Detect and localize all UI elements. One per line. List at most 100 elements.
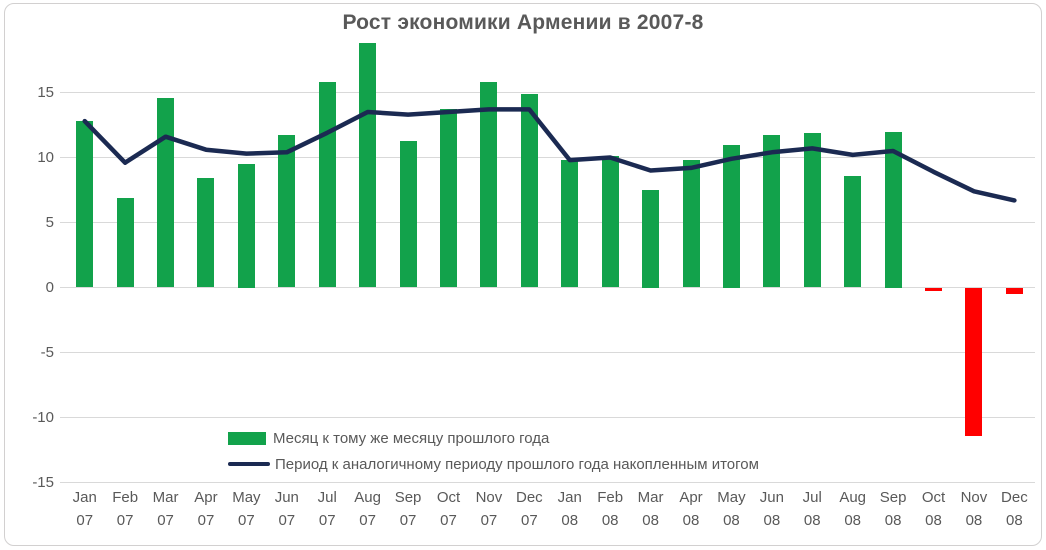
x-tick-label-may-07: May 07 <box>225 486 267 532</box>
bar-mar-08 <box>642 190 660 288</box>
x-tick-label-mar-08: Mar 08 <box>630 486 672 532</box>
x-tick-year: 07 <box>359 512 376 529</box>
x-tick-month: Sep <box>394 489 422 506</box>
bar-dec-08 <box>1005 287 1023 294</box>
legend-row-monthly: Месяц к тому же месяцу прошлого года <box>228 425 759 451</box>
legend: Месяц к тому же месяцу прошлого года Пер… <box>228 425 759 477</box>
x-tick-year: 08 <box>763 512 781 529</box>
bar-apr-08 <box>682 160 700 288</box>
x-tick-label-apr-07: Apr 07 <box>185 486 227 532</box>
x-tick-label-jan-08: Jan 08 <box>549 486 591 532</box>
x-tick-month: Aug <box>839 489 867 506</box>
x-tick-label-oct-07: Oct 07 <box>427 486 469 532</box>
x-tick-label-jul-07: Jul 07 <box>306 486 348 532</box>
x-tick-year: 08 <box>561 512 579 529</box>
x-tick-year: 08 <box>965 512 983 529</box>
bar-oct-08 <box>925 287 943 292</box>
x-tick-year: 07 <box>520 512 538 529</box>
x-tick-month: Jan <box>72 489 97 506</box>
y-tick-label-5: 5 <box>45 213 54 231</box>
x-tick-label-jun-08: Jun 08 <box>751 486 793 532</box>
x-tick-month: Mar <box>152 489 179 506</box>
bar-jan-07 <box>76 121 94 288</box>
x-tick-year: 08 <box>723 512 740 529</box>
x-tick-month: Feb <box>597 489 624 506</box>
x-tick-label-aug-08: Aug 08 <box>832 486 874 532</box>
bar-nov-07 <box>480 82 498 288</box>
legend-row-cumulative: Период к аналогичному периоду прошлого г… <box>228 451 759 477</box>
bar-jan-08 <box>561 160 579 288</box>
x-tick-year: 08 <box>601 512 619 529</box>
x-tick-year: 08 <box>1006 512 1023 529</box>
legend-bar-swatch <box>228 431 266 445</box>
x-tick-label-nov-08: Nov 08 <box>953 486 995 532</box>
x-tick-month: Jul <box>802 489 822 506</box>
x-tick-month: Apr <box>679 489 703 506</box>
x-tick-label-dec-08: Dec 08 <box>993 486 1035 532</box>
x-tick-year: 07 <box>318 512 336 529</box>
bar-jun-07 <box>278 135 296 288</box>
chart-title: Рост экономики Армении в 2007-8 <box>342 11 704 34</box>
x-tick-label-feb-07: Feb 07 <box>104 486 146 532</box>
x-tick-label-jun-07: Jun 07 <box>266 486 308 532</box>
x-tick-month: Nov <box>475 489 503 506</box>
bar-jun-08 <box>763 135 781 288</box>
x-tick-month: Dec <box>1001 489 1028 506</box>
x-tick-month: Jan <box>557 489 582 506</box>
bar-may-07 <box>237 164 255 288</box>
bar-aug-07 <box>359 43 377 288</box>
x-tick-month: Oct <box>921 489 946 506</box>
bar-apr-07 <box>197 178 215 288</box>
x-tick-year: 07 <box>76 512 94 529</box>
x-tick-year: 08 <box>642 512 659 529</box>
bar-dec-07 <box>520 93 538 288</box>
bar-nov-08 <box>965 287 983 436</box>
bar-may-08 <box>722 144 740 288</box>
y-tick-label-15: 15 <box>37 83 54 101</box>
x-tick-year: 07 <box>480 512 498 529</box>
bar-feb-08 <box>601 156 619 288</box>
x-tick-label-jan-07: Jan 07 <box>64 486 106 532</box>
x-tick-month: Nov <box>960 489 988 506</box>
x-tick-year: 08 <box>682 512 700 529</box>
y-tick-label--15: -15 <box>32 473 54 491</box>
x-tick-month: May <box>232 489 261 506</box>
gridline-10 <box>60 157 1035 158</box>
bar-feb-07 <box>116 197 134 288</box>
legend-label-monthly: Месяц к тому же месяцу прошлого года <box>273 429 550 447</box>
y-tick-label--5: -5 <box>40 343 54 361</box>
x-tick-label-apr-08: Apr 08 <box>670 486 712 532</box>
bar-mar-07 <box>157 97 175 288</box>
x-tick-year: 08 <box>884 512 902 529</box>
x-tick-label-aug-07: Aug 07 <box>347 486 389 532</box>
x-tick-year: 08 <box>803 512 821 529</box>
y-tick-label-10: 10 <box>37 148 54 166</box>
x-tick-label-nov-07: Nov 07 <box>468 486 510 532</box>
x-tick-year: 07 <box>238 512 255 529</box>
x-tick-year: 07 <box>399 512 417 529</box>
x-tick-month: Apr <box>194 489 218 506</box>
x-tick-year: 08 <box>925 512 942 529</box>
gridline--5 <box>60 352 1035 353</box>
gridline-15 <box>60 92 1035 93</box>
bar-aug-08 <box>844 175 862 288</box>
bar-sep-07 <box>399 140 417 288</box>
x-tick-year: 07 <box>157 512 174 529</box>
legend-line-swatch <box>228 461 270 467</box>
x-tick-month: Jun <box>274 489 299 506</box>
x-tick-year: 07 <box>197 512 215 529</box>
x-tick-label-sep-08: Sep 08 <box>872 486 914 532</box>
legend-label-cumulative: Период к аналогичному периоду прошлого г… <box>275 455 759 473</box>
x-tick-year: 07 <box>440 512 457 529</box>
bar-oct-07 <box>439 109 457 288</box>
gridline--15 <box>60 482 1035 483</box>
cumulative-growth-line <box>82 107 1017 203</box>
x-tick-year: 07 <box>116 512 134 529</box>
x-tick-month: Aug <box>354 489 381 506</box>
gridline-0 <box>60 287 1035 288</box>
bar-sep-08 <box>884 131 902 288</box>
gridline-5 <box>60 222 1035 223</box>
gridline--10 <box>60 417 1035 418</box>
